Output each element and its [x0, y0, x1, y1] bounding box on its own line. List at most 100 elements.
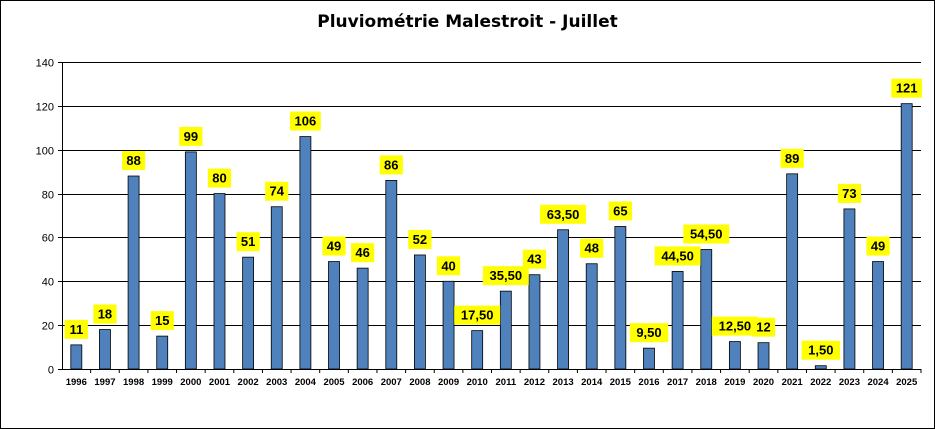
x-tick-label: 2017 — [667, 377, 688, 388]
data-label: 12,50 — [719, 319, 752, 334]
data-label: 65 — [613, 203, 627, 218]
data-label: 12 — [756, 320, 770, 335]
data-label-bg — [121, 151, 146, 171]
x-tick-label: 2019 — [724, 377, 745, 388]
bar — [184, 151, 197, 370]
data-label: 73 — [842, 186, 856, 201]
bar — [414, 254, 426, 370]
bar — [786, 173, 799, 370]
x-tick-label: 2012 — [524, 377, 545, 388]
bar — [499, 290, 512, 370]
y-tick-label: 60 — [42, 233, 54, 245]
data-label: 89 — [785, 151, 799, 166]
bar — [356, 267, 369, 370]
x-tick-label: 2007 — [381, 377, 402, 388]
data-label-bg — [580, 238, 604, 258]
bar — [242, 256, 255, 370]
bar — [127, 175, 140, 370]
x-tick-label: 2004 — [295, 377, 317, 388]
data-label: 15 — [155, 313, 169, 328]
bar — [328, 261, 340, 370]
data-label-bg — [751, 317, 776, 337]
data-label-bg — [207, 168, 232, 188]
bar — [156, 335, 169, 370]
data-label: 121 — [896, 81, 918, 96]
bar — [213, 193, 226, 370]
data-label-bg — [179, 126, 203, 146]
bar — [728, 341, 741, 370]
bar — [872, 261, 884, 370]
data-label-bg — [629, 323, 669, 343]
data-label: 43 — [527, 252, 541, 267]
x-tick-label: 2025 — [896, 377, 918, 388]
y-tick-label: 80 — [42, 190, 54, 202]
y-tick-label: 40 — [42, 277, 54, 289]
data-label-bg — [436, 256, 461, 276]
data-label: 1,50 — [808, 343, 833, 358]
y-tick-label: 100 — [36, 146, 54, 158]
x-tick-label: 2005 — [323, 377, 345, 388]
bar — [442, 280, 455, 370]
data-label: 40 — [441, 258, 455, 273]
x-tick-label: 2006 — [352, 377, 373, 388]
data-label-bg — [454, 305, 501, 325]
x-tick-label: 2018 — [696, 377, 717, 388]
data-label: 88 — [126, 153, 140, 168]
x-tick-label: 2016 — [638, 377, 659, 388]
data-label-bg — [522, 249, 547, 269]
y-axis-ticks: 0 20 40 60 80 100 120 140 — [36, 58, 54, 377]
data-label-bg — [265, 181, 289, 201]
data-label-bg — [608, 201, 632, 221]
data-label: 63,50 — [547, 207, 580, 222]
data-label-bg — [379, 155, 403, 175]
data-label-bg — [654, 246, 701, 266]
data-label-bg — [891, 78, 923, 98]
data-label: 52 — [413, 232, 427, 247]
data-label: 11 — [69, 322, 83, 337]
gridlines — [62, 62, 921, 326]
data-label: 74 — [270, 184, 285, 199]
data-label-bg — [64, 319, 88, 339]
bar — [299, 136, 312, 370]
bar — [270, 206, 283, 370]
bar — [585, 263, 598, 370]
data-label: 86 — [384, 157, 398, 172]
x-tick-label: 2009 — [438, 377, 459, 388]
x-tick-label: 2021 — [782, 377, 804, 388]
data-label: 18 — [98, 307, 112, 322]
y-tick-label: 0 — [48, 365, 54, 377]
x-axis-ticks: 1996 1997 1998 1999 2000 2001 2002 2003 2004 2005… — [66, 377, 918, 388]
data-label: 54,50 — [690, 226, 723, 241]
data-label: 80 — [212, 171, 226, 186]
data-label: 35,50 — [490, 268, 523, 283]
x-tick-label: 2015 — [610, 377, 632, 388]
x-tick-label: 1998 — [123, 377, 144, 388]
data-label: 51 — [241, 234, 255, 249]
y-tick-label: 140 — [36, 58, 54, 70]
data-label-bg — [150, 311, 174, 331]
data-label: 44,50 — [661, 248, 694, 263]
data-label-bg — [837, 183, 862, 203]
bar — [99, 329, 111, 370]
bar — [614, 226, 627, 370]
bar — [471, 330, 484, 370]
x-tick-label: 2020 — [753, 377, 774, 388]
data-label-bg — [780, 148, 804, 168]
data-label-bg — [322, 236, 346, 256]
data-label-bg — [711, 316, 758, 336]
bar — [557, 229, 569, 370]
data-label: 46 — [355, 245, 369, 260]
x-tick-label: 2000 — [180, 377, 201, 388]
y-tick-label: 20 — [42, 321, 54, 333]
data-label-bg — [540, 204, 587, 224]
x-tick-label: 2024 — [867, 377, 889, 388]
x-tick-label: 2013 — [553, 377, 574, 388]
chart-title: Pluviométrie Malestroit - Juillet — [317, 12, 618, 32]
x-tick-label: 2023 — [839, 377, 860, 388]
x-tick-label: 2002 — [238, 377, 259, 388]
x-tick-label: 2014 — [581, 377, 603, 388]
bar — [671, 271, 684, 370]
bar — [70, 344, 83, 370]
